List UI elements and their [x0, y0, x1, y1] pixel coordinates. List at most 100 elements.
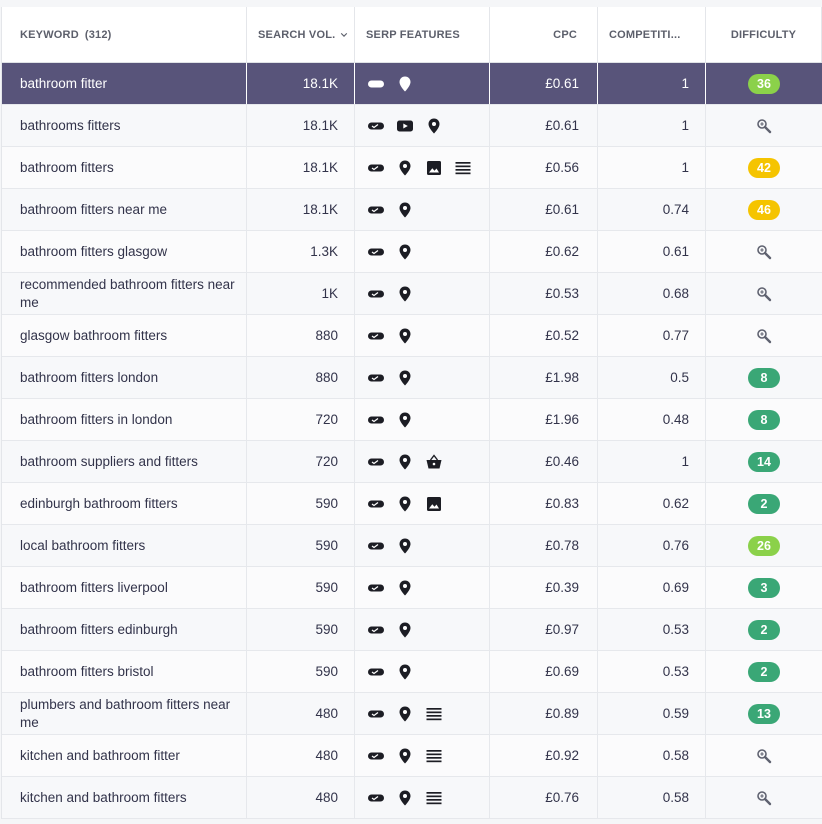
table-row[interactable]: edinburgh bathroom fitters 590 £0.83 0.6…: [2, 483, 822, 525]
sitelinks-icon[interactable]: [367, 579, 385, 597]
sitelinks-icon[interactable]: [367, 117, 385, 135]
local-pack-icon[interactable]: [396, 411, 414, 429]
list-icon[interactable]: [425, 789, 443, 807]
table-row[interactable]: local bathroom fitters 590 £0.78 0.76 26: [2, 525, 822, 567]
table-row[interactable]: bathroom fitters bristol 590 £0.69 0.53 …: [2, 651, 822, 693]
local-pack-icon[interactable]: [396, 201, 414, 219]
sitelinks-icon[interactable]: [367, 495, 385, 513]
sitelinks-icon[interactable]: [367, 705, 385, 723]
local-pack-icon[interactable]: [396, 537, 414, 555]
sitelinks-icon[interactable]: [367, 327, 385, 345]
keyword-text[interactable]: bathroom fitter: [20, 75, 108, 91]
keyword-text[interactable]: bathroom fitters london: [20, 369, 159, 385]
table-row[interactable]: bathroom fitters liverpool 590 £0.39 0.6…: [2, 567, 822, 609]
keyword-text[interactable]: edinburgh bathroom fitters: [20, 495, 178, 511]
table-row[interactable]: bathroom fitter 18.1K £0.61 1 36: [2, 63, 822, 105]
keyword-text[interactable]: kitchen and bathroom fitters: [20, 789, 187, 805]
image-icon[interactable]: [425, 159, 443, 177]
search-icon[interactable]: [755, 789, 773, 807]
keyword-text[interactable]: plumbers and bathroom fitters near me: [20, 696, 231, 730]
sitelinks-icon[interactable]: [367, 537, 385, 555]
table-row[interactable]: bathroom fitters near me 18.1K £0.61 0.7…: [2, 189, 822, 231]
local-pack-icon[interactable]: [396, 705, 414, 723]
search-icon[interactable]: [755, 117, 773, 135]
sitelinks-icon[interactable]: [367, 789, 385, 807]
search-icon[interactable]: [755, 327, 773, 345]
keyword-cell[interactable]: bathroom suppliers and fitters: [2, 441, 247, 482]
search-icon[interactable]: [755, 285, 773, 303]
keyword-cell[interactable]: plumbers and bathroom fitters near me: [2, 693, 247, 734]
local-pack-icon[interactable]: [396, 369, 414, 387]
keyword-cell[interactable]: bathroom fitters london: [2, 357, 247, 398]
local-pack-icon[interactable]: [396, 75, 414, 93]
sitelinks-icon[interactable]: [367, 411, 385, 429]
list-icon[interactable]: [454, 159, 472, 177]
table-row[interactable]: bathroom fitters glasgow 1.3K £0.62 0.61: [2, 231, 822, 273]
sitelinks-icon[interactable]: [367, 747, 385, 765]
table-row[interactable]: kitchen and bathroom fitters 480 £0.76 0…: [2, 777, 822, 819]
sitelinks-icon[interactable]: [367, 201, 385, 219]
keyword-text[interactable]: bathroom fitters liverpool: [20, 579, 168, 595]
table-row[interactable]: bathroom suppliers and fitters 720 £0.46…: [2, 441, 822, 483]
local-pack-icon[interactable]: [396, 495, 414, 513]
shopping-icon[interactable]: [425, 453, 443, 471]
column-header-keyword[interactable]: KEYWORD (312): [2, 7, 247, 62]
keyword-cell[interactable]: local bathroom fitters: [2, 525, 247, 566]
local-pack-icon[interactable]: [396, 453, 414, 471]
table-row[interactable]: glasgow bathroom fitters 880 £0.52 0.77: [2, 315, 822, 357]
keyword-cell[interactable]: kitchen and bathroom fitters: [2, 777, 247, 818]
sitelinks-icon[interactable]: [367, 369, 385, 387]
keyword-cell[interactable]: bathroom fitter: [2, 63, 247, 104]
local-pack-icon[interactable]: [396, 789, 414, 807]
local-pack-icon[interactable]: [396, 159, 414, 177]
table-row[interactable]: bathroom fitters 18.1K £0.56 1 42: [2, 147, 822, 189]
video-icon[interactable]: [396, 117, 414, 135]
table-row[interactable]: bathrooms fitters 18.1K £0.61 1: [2, 105, 822, 147]
local-pack-icon[interactable]: [396, 327, 414, 345]
keyword-cell[interactable]: glasgow bathroom fitters: [2, 315, 247, 356]
local-pack-icon[interactable]: [396, 747, 414, 765]
local-pack-icon[interactable]: [425, 117, 443, 135]
local-pack-icon[interactable]: [396, 285, 414, 303]
sitelinks-icon[interactable]: [367, 243, 385, 261]
keyword-cell[interactable]: bathroom fitters bristol: [2, 651, 247, 692]
keyword-text[interactable]: bathroom fitters in london: [20, 411, 173, 427]
keyword-cell[interactable]: recommended bathroom fitters near me: [2, 273, 247, 314]
keyword-cell[interactable]: bathroom fitters near me: [2, 189, 247, 230]
table-row[interactable]: bathroom fitters edinburgh 590 £0.97 0.5…: [2, 609, 822, 651]
keyword-text[interactable]: bathroom fitters glasgow: [20, 243, 168, 259]
search-icon[interactable]: [755, 243, 773, 261]
keyword-text[interactable]: glasgow bathroom fitters: [20, 327, 168, 343]
local-pack-icon[interactable]: [396, 579, 414, 597]
keyword-cell[interactable]: kitchen and bathroom fitter: [2, 735, 247, 776]
sitelinks-icon[interactable]: [367, 285, 385, 303]
sitelinks-icon[interactable]: [367, 159, 385, 177]
keyword-text[interactable]: recommended bathroom fitters near me: [20, 276, 235, 310]
local-pack-icon[interactable]: [396, 663, 414, 681]
keyword-cell[interactable]: bathroom fitters glasgow: [2, 231, 247, 272]
keyword-cell[interactable]: edinburgh bathroom fitters: [2, 483, 247, 524]
keyword-text[interactable]: bathrooms fitters: [20, 117, 121, 133]
keyword-text[interactable]: local bathroom fitters: [20, 537, 146, 553]
column-header-competition[interactable]: COMPETITI...: [598, 7, 706, 62]
column-header-search-volume[interactable]: SEARCH VOL.: [247, 7, 355, 62]
keyword-text[interactable]: bathroom fitters near me: [20, 201, 168, 217]
keyword-text[interactable]: kitchen and bathroom fitter: [20, 747, 180, 763]
search-icon[interactable]: [755, 747, 773, 765]
column-header-difficulty[interactable]: DIFFICULTY: [706, 7, 822, 62]
column-header-serp-features[interactable]: SERP FEATURES: [355, 7, 490, 62]
keyword-text[interactable]: bathroom fitters: [20, 159, 114, 175]
list-icon[interactable]: [425, 747, 443, 765]
sitelinks-icon[interactable]: [367, 75, 385, 93]
keyword-cell[interactable]: bathroom fitters: [2, 147, 247, 188]
keyword-text[interactable]: bathroom fitters bristol: [20, 663, 154, 679]
list-icon[interactable]: [425, 705, 443, 723]
keyword-cell[interactable]: bathroom fitters in london: [2, 399, 247, 440]
local-pack-icon[interactable]: [396, 243, 414, 261]
local-pack-icon[interactable]: [396, 621, 414, 639]
table-row[interactable]: bathroom fitters in london 720 £1.96 0.4…: [2, 399, 822, 441]
sitelinks-icon[interactable]: [367, 621, 385, 639]
keyword-cell[interactable]: bathrooms fitters: [2, 105, 247, 146]
sitelinks-icon[interactable]: [367, 453, 385, 471]
keyword-text[interactable]: bathroom suppliers and fitters: [20, 453, 198, 469]
